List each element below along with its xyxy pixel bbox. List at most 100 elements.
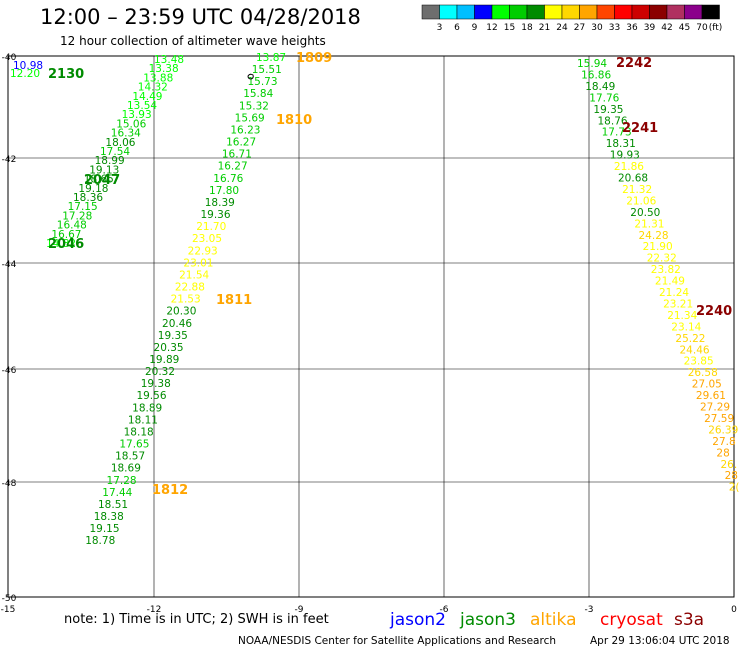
pass-time-label: 2241 — [622, 121, 658, 136]
wave-height-value: 15.32 — [239, 100, 269, 112]
colorbar-swatch — [684, 4, 703, 20]
colorbar-swatch — [491, 4, 510, 20]
colorbar-label: 42 — [661, 23, 672, 33]
wave-height-value: 19.18 — [78, 183, 108, 195]
wave-height-value: 18.06 — [105, 137, 135, 149]
wave-height-value: 27.29 — [700, 402, 730, 414]
pass-time-label: 1812 — [152, 483, 188, 498]
wave-height-value: 18.76 — [598, 115, 628, 127]
wave-height-value: 16.71 — [222, 149, 252, 161]
colorbar-swatch — [631, 4, 650, 20]
wave-height-value: 26.58 — [688, 367, 718, 379]
wave-height-value: 23.05 — [192, 233, 222, 245]
wave-height-value: 22.32 — [647, 253, 677, 265]
footer-credit: NOAA/NESDIS Center for Satellite Applica… — [238, 635, 556, 647]
wave-height-value: 19.38 — [141, 378, 171, 390]
pass-time-label: 1810 — [276, 113, 312, 128]
colorbar-label: 39 — [644, 23, 656, 33]
colorbar-label: 18 — [521, 23, 533, 33]
wave-height-value: 25.22 — [675, 333, 705, 345]
colorbar-swatch — [649, 4, 668, 20]
pass-time-label: 2047 — [84, 173, 120, 188]
wave-height-value: 18.89 — [132, 402, 162, 414]
wave-height-value: 17.28 — [62, 210, 92, 222]
wave-height-value: 13.87 — [256, 52, 286, 64]
pass-time-label: 2240 — [696, 304, 732, 319]
colorbar-swatch — [526, 4, 545, 20]
lon-label: -9 — [295, 605, 304, 615]
wave-height-value: 13.54 — [127, 100, 157, 112]
colorbar-swatch — [666, 4, 685, 20]
wave-height-value: 27.59 — [704, 413, 734, 425]
lon-label: -6 — [440, 605, 449, 615]
wave-height-value: 18.49 — [585, 81, 615, 93]
wave-height-value: 27.05 — [692, 379, 722, 391]
satellite-legend-jason2: jason2 — [389, 610, 446, 630]
wave-height-value: 15.73 — [247, 76, 277, 88]
wave-height-value: 18.18 — [124, 426, 154, 438]
wave-height-value: 14.49 — [132, 91, 162, 103]
wave-height-value: 18.38 — [94, 511, 124, 523]
wave-height-value: 21.70 — [196, 221, 226, 233]
wave-height-value: 21.31 — [634, 218, 664, 230]
lat-label: -40 — [2, 53, 17, 63]
satellite-legend-cryosat: cryosat — [600, 610, 663, 630]
map-grid: -40 -42 -44 -46 -48 -50-15 -12 -9 -6 -3 0 — [1, 53, 737, 615]
wave-height-value: 19.56 — [136, 390, 166, 402]
wave-height-value: 17.76 — [589, 92, 619, 104]
wave-height-value: 15.69 — [235, 112, 265, 124]
wave-height-value: 19.35 — [593, 104, 623, 116]
colorbar-label: 45 — [679, 23, 690, 33]
wave-height-value: 23.82 — [651, 264, 681, 276]
colorbar-label: 24 — [556, 23, 568, 33]
wave-height-value: 21.06 — [626, 195, 656, 207]
wave-height-value: 19.89 — [149, 354, 179, 366]
wave-height-value: 20.30 — [166, 306, 196, 318]
wave-height-value: 27.8 — [712, 436, 735, 448]
wave-height-value: 24.46 — [680, 344, 710, 356]
wave-height-value: 21.53 — [171, 294, 201, 306]
wave-height-value: 14.32 — [138, 82, 168, 94]
colorbar-swatch — [456, 4, 475, 20]
wave-height-value: 19.36 — [200, 209, 230, 221]
wave-height-value: 21.24 — [659, 287, 689, 299]
colorbar-unit: (ft) — [709, 23, 723, 33]
lon-label: -12 — [147, 605, 162, 615]
footer-timestamp: Apr 29 13:06:04 UTC 2018 — [590, 635, 730, 647]
colorbar-swatch — [596, 4, 615, 20]
wave-height-value: 18.39 — [205, 197, 235, 209]
wave-height-value: 15.94 — [577, 58, 607, 70]
pass-time-label: 2242 — [616, 56, 652, 71]
colorbar: 3 6 9 12 15 18 21 24 27 30 33 36 39 42 45 70 (ft) — [421, 4, 723, 33]
wave-height-value: 19.93 — [610, 150, 640, 162]
pass-time-label: 2046 — [48, 237, 84, 252]
wave-height-value: 21.49 — [655, 276, 685, 288]
colorbar-swatch — [474, 4, 493, 20]
colorbar-label: 3 — [437, 23, 443, 33]
colorbar-swatch — [439, 4, 458, 20]
pass-time-label: 1811 — [216, 293, 252, 308]
colorbar-label: 15 — [504, 23, 515, 33]
wave-height-value: 14.82 — [46, 238, 76, 250]
colorbar-swatch — [614, 4, 633, 20]
colorbar-label: 9 — [472, 23, 478, 33]
wave-height-value: 18.11 — [128, 414, 158, 426]
wave-height-value: 16.34 — [111, 128, 141, 140]
wave-height-value: 28 — [725, 470, 738, 482]
wave-height-value: 21.90 — [643, 241, 673, 253]
map-subtitle: 12 hour collection of altimeter wave hei… — [60, 34, 326, 48]
wave-height-value: 29.61 — [696, 390, 726, 402]
lon-label: -15 — [1, 605, 16, 615]
wave-height-value: 20.46 — [162, 318, 192, 330]
wave-height-value: 21.54 — [179, 269, 209, 281]
wave-height-value: 15.84 — [243, 88, 273, 100]
wave-height-value: 19.35 — [158, 330, 188, 342]
satellite-legend-jason3: jason3 — [459, 610, 516, 630]
wave-height-value: 13.93 — [122, 109, 152, 121]
lat-label: -50 — [2, 594, 17, 604]
colorbar-label: 6 — [454, 23, 460, 33]
wave-height-value: 16.86 — [581, 69, 611, 81]
wave-height-value: 17.65 — [119, 439, 149, 451]
